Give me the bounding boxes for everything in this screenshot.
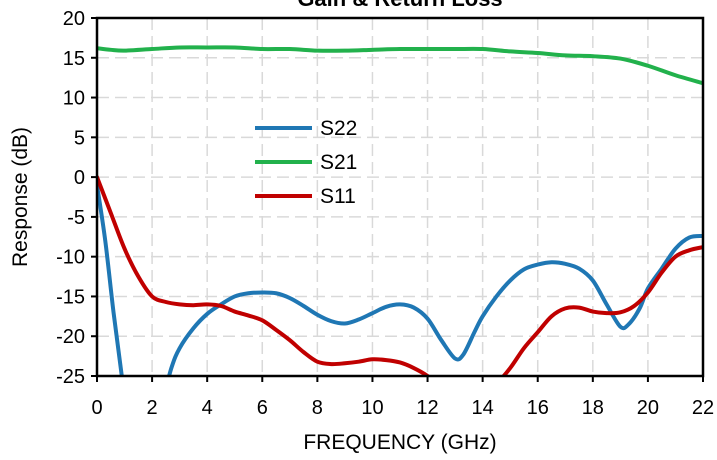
legend-label-s21: S21 [320,151,357,174]
x-tick-label: 6 [257,397,268,419]
x-tick-label: 20 [637,397,659,419]
series-line-s21 [97,45,703,86]
x-tick-label: 22 [692,397,714,419]
y-axis-ticks: 20 15 10 5 0 -5 -10 -15 -20 -25 [56,8,97,388]
plot-frame [95,16,705,378]
legend-label-s22: S22 [320,117,357,140]
x-tick-label: 8 [312,397,323,419]
legend: S22 S21 S11 [255,117,357,208]
series-line-s22 [97,183,703,376]
x-axis-ticks: 0 2 4 6 8 10 12 14 16 18 20 22 [91,376,714,419]
x-tick-label: 12 [416,397,438,419]
y-tick-label: 20 [63,8,85,30]
x-tick-label: 4 [202,397,213,419]
plot-area-border [95,16,705,378]
legend-label-s11: S11 [320,185,356,208]
series-layer [97,45,703,376]
y-axis-label: Response (dB) [9,127,32,267]
y-tick-label: -10 [56,247,85,269]
y-tick-label: 15 [63,48,85,70]
x-tick-label: 14 [472,397,494,419]
chart-title: Gain & Return Loss [297,0,502,11]
x-tick-label: 0 [91,397,102,419]
x-axis-label: FREQUENCY (GHz) [303,431,496,454]
y-tick-label: -20 [56,326,85,348]
grid-lines [97,18,703,376]
x-tick-label: 10 [361,397,383,419]
y-tick-label: -5 [67,207,85,229]
y-tick-label: -25 [56,366,85,388]
y-tick-label: -15 [56,286,85,308]
y-tick-label: 0 [74,167,85,189]
x-tick-label: 18 [582,397,604,419]
y-tick-label: 10 [63,88,85,110]
y-tick-label: 5 [74,127,85,149]
x-tick-label: 2 [147,397,158,419]
x-tick-label: 16 [527,397,549,419]
series-line-s11 [97,175,703,376]
